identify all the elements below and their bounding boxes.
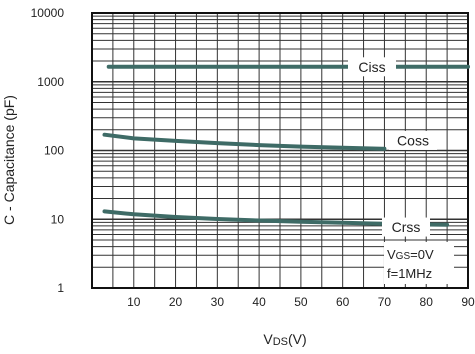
plot-frame xyxy=(91,12,469,289)
y-tick-label: 1 xyxy=(57,281,64,295)
x-tick-labels: 10 20 30 40 50 60 70 80 90 xyxy=(127,295,475,309)
x-tick-label: 90 xyxy=(461,295,475,309)
y-tick-label: 10 xyxy=(51,212,65,226)
condition-frequency: f=1MHz xyxy=(387,266,432,281)
x-tick-label: 80 xyxy=(420,295,434,309)
x-tick-label: 10 xyxy=(127,295,141,309)
series-label-bg xyxy=(389,130,437,150)
x-tick-label: 70 xyxy=(378,295,392,309)
y-tick-label: 100 xyxy=(44,144,64,158)
series-label-crss: Crss xyxy=(392,219,421,235)
x-tick-label: 30 xyxy=(211,295,225,309)
y-tick-label: 10000 xyxy=(31,6,65,20)
series-label-bg xyxy=(382,217,430,237)
x-tick-label: 50 xyxy=(294,295,308,309)
x-tick-label: 40 xyxy=(252,295,266,309)
conditions-box: VGS=0V f=1MHz xyxy=(384,242,454,284)
x-axis-label: VDS(V) xyxy=(263,331,306,348)
series-label-bg xyxy=(348,57,396,77)
y-axis-label: C - Capacitance (pF) xyxy=(1,95,17,225)
series-label-coss: Coss xyxy=(397,132,429,148)
series-labels: Ciss Coss Crss xyxy=(348,57,437,237)
y-tick-label: 1000 xyxy=(37,75,64,89)
x-tick-label: 20 xyxy=(169,295,183,309)
condition-vgs: VGS=0V xyxy=(387,247,434,262)
series-label-ciss: Ciss xyxy=(358,59,385,75)
series-line-coss xyxy=(102,132,387,151)
x-tick-label: 60 xyxy=(336,295,350,309)
y-tick-labels: 1 10 100 1000 10000 xyxy=(31,6,65,295)
